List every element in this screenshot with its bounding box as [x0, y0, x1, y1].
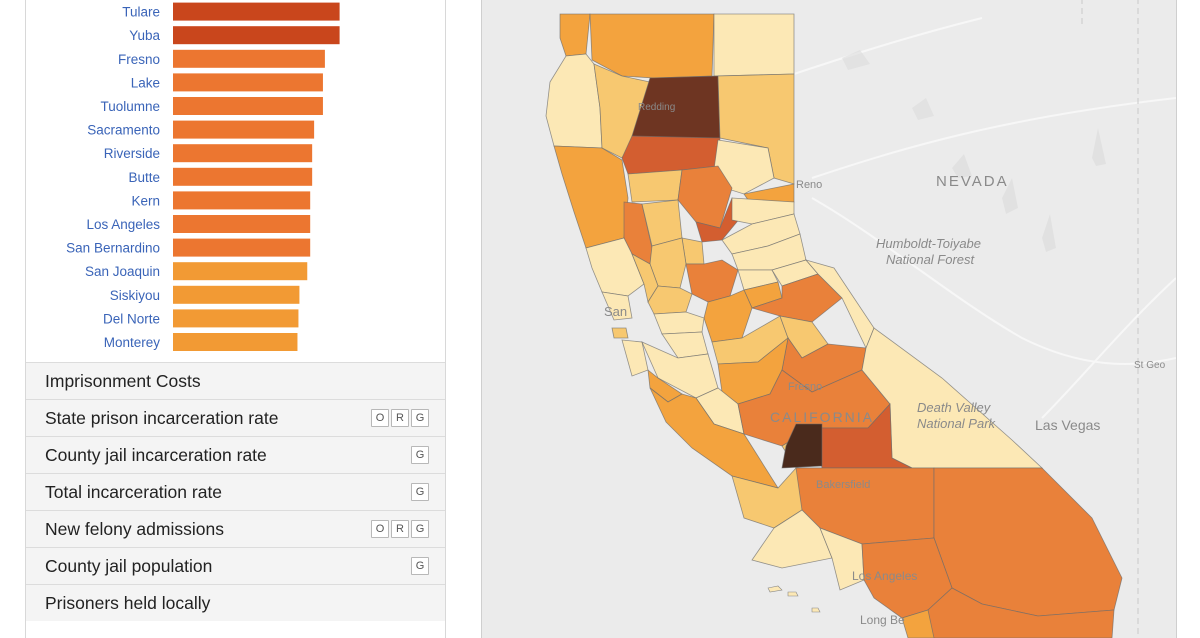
county-ventura[interactable]	[819, 527, 865, 591]
bar-label[interactable]: Siskiyou	[110, 288, 160, 303]
bar[interactable]	[173, 191, 311, 210]
label-fresno: Fresno	[788, 381, 822, 393]
menu-item-label: New felony admissions	[45, 518, 224, 539]
bar[interactable]	[173, 309, 299, 328]
bar[interactable]	[173, 49, 325, 68]
view-button-group: O R G	[369, 520, 429, 538]
o-button[interactable]: O	[371, 520, 389, 538]
menu-item-label: Total incarceration rate	[45, 481, 223, 502]
menu-item-prisoners-held-locally[interactable]: Prisoners held locally	[26, 584, 445, 621]
g-button[interactable]: G	[411, 557, 429, 575]
left-panel: TehamaTulareYubaFresnoLakeTuolumneSacram…	[25, 0, 446, 638]
county-glenn[interactable]	[627, 169, 683, 203]
bar[interactable]	[173, 73, 323, 92]
label-los-angeles: Los Angeles	[852, 569, 917, 583]
menu-item-label: Imprisonment Costs	[45, 370, 201, 391]
bar-label[interactable]: Riverside	[104, 146, 160, 161]
bar-label[interactable]: Lake	[131, 75, 160, 90]
menu-item-total-incarceration-rate[interactable]: Total incarceration rate G	[26, 473, 445, 510]
r-button[interactable]: R	[391, 409, 409, 427]
county-marin[interactable]	[601, 291, 633, 321]
label-death-valley: Death Valley	[917, 400, 992, 415]
metric-menu: Imprisonment Costs State prison incarcer…	[26, 362, 445, 621]
label-california: CALIFORNIA	[770, 409, 874, 425]
bar[interactable]	[173, 333, 298, 351]
channel-islands	[767, 585, 821, 613]
mountain-shading	[842, 50, 1106, 252]
state-border-lines	[1081, 0, 1139, 638]
bar[interactable]	[173, 2, 340, 21]
county-modoc[interactable]	[713, 13, 795, 77]
bar[interactable]	[173, 238, 311, 257]
bar[interactable]	[173, 285, 300, 304]
bar-label[interactable]: Kern	[131, 193, 160, 208]
menu-item-label: State prison incarceration rate	[45, 407, 279, 428]
label-forest: Humboldt-Toiyabe	[876, 236, 981, 251]
bar[interactable]	[173, 167, 313, 186]
bar-label[interactable]: Tuolumne	[100, 99, 160, 114]
counties	[545, 13, 1123, 638]
view-button-group: G	[409, 446, 429, 464]
view-button-group: G	[409, 483, 429, 501]
bar-label[interactable]: San Bernardino	[66, 241, 160, 256]
menu-item-state-prison-rate[interactable]: State prison incarceration rate O R G	[26, 399, 445, 436]
bar-label[interactable]: Butte	[128, 170, 160, 185]
label-forest2: National Forest	[886, 252, 976, 267]
county-contra-costa[interactable]	[653, 311, 705, 335]
bar-label[interactable]: Yuba	[129, 28, 160, 43]
menu-item-label: Prisoners held locally	[45, 592, 211, 613]
bar-label[interactable]: Sacramento	[87, 123, 160, 138]
bar[interactable]	[173, 26, 340, 45]
county-riverside[interactable]	[921, 587, 1115, 638]
r-button[interactable]: R	[391, 520, 409, 538]
label-reno: Reno	[796, 179, 822, 191]
county-sacramento[interactable]	[685, 259, 739, 303]
label-long-beach: Long Be	[860, 613, 905, 627]
county-sonoma[interactable]	[585, 237, 645, 297]
label-san-francisco: San	[604, 304, 627, 319]
bar[interactable]	[173, 120, 315, 139]
county-del-norte[interactable]	[559, 13, 591, 57]
menu-item-county-jail-population[interactable]: County jail population G	[26, 547, 445, 584]
california-county-map[interactable]: NEVADA Humboldt-Toiyabe National Forest …	[481, 0, 1177, 638]
label-death-valley2: National Park	[917, 416, 997, 431]
bar[interactable]	[173, 215, 311, 233]
bar-label[interactable]: San Joaquin	[85, 264, 160, 279]
label-las-vegas: Las Vegas	[1035, 417, 1100, 433]
map-roads	[781, 17, 1176, 419]
map-svg: NEVADA Humboldt-Toiyabe National Forest …	[482, 0, 1176, 638]
county-san-joaquin[interactable]	[703, 289, 753, 343]
county-siskiyou[interactable]	[589, 13, 715, 79]
county-sf[interactable]	[611, 327, 629, 339]
menu-item-imprisonment-costs[interactable]: Imprisonment Costs	[26, 362, 445, 399]
bar-label[interactable]: Del Norte	[103, 311, 160, 326]
view-button-group: G	[409, 557, 429, 575]
bar-label[interactable]: Tulare	[122, 5, 160, 20]
menu-item-county-jail-rate[interactable]: County jail incarceration rate G	[26, 436, 445, 473]
menu-item-new-felony-admissions[interactable]: New felony admissions O R G	[26, 510, 445, 547]
bar[interactable]	[173, 97, 323, 115]
label-nevada: NEVADA	[936, 173, 1009, 190]
bar-label[interactable]: Los Angeles	[86, 217, 160, 232]
o-button[interactable]: O	[371, 409, 389, 427]
bar[interactable]	[173, 262, 308, 281]
menu-item-label: County jail population	[45, 555, 213, 576]
view-button-group: O R G	[369, 409, 429, 427]
menu-item-label: County jail incarceration rate	[45, 444, 267, 465]
g-button[interactable]: G	[411, 446, 429, 464]
label-bakersfield: Bakersfield	[816, 479, 870, 491]
bar[interactable]	[173, 144, 313, 163]
g-button[interactable]: G	[411, 409, 429, 427]
county-bar-chart: TehamaTulareYubaFresnoLakeTuolumneSacram…	[26, 0, 445, 364]
label-highway: St Geo	[1134, 360, 1166, 371]
g-button[interactable]: G	[411, 483, 429, 501]
label-redding: Redding	[638, 102, 675, 113]
bar-label[interactable]: Monterey	[104, 335, 161, 350]
bar-label[interactable]: Fresno	[118, 52, 160, 67]
bar-chart-svg: TehamaTulareYubaFresnoLakeTuolumneSacram…	[66, 2, 340, 351]
g-button[interactable]: G	[411, 520, 429, 538]
county-kings-dark[interactable]	[781, 423, 823, 469]
